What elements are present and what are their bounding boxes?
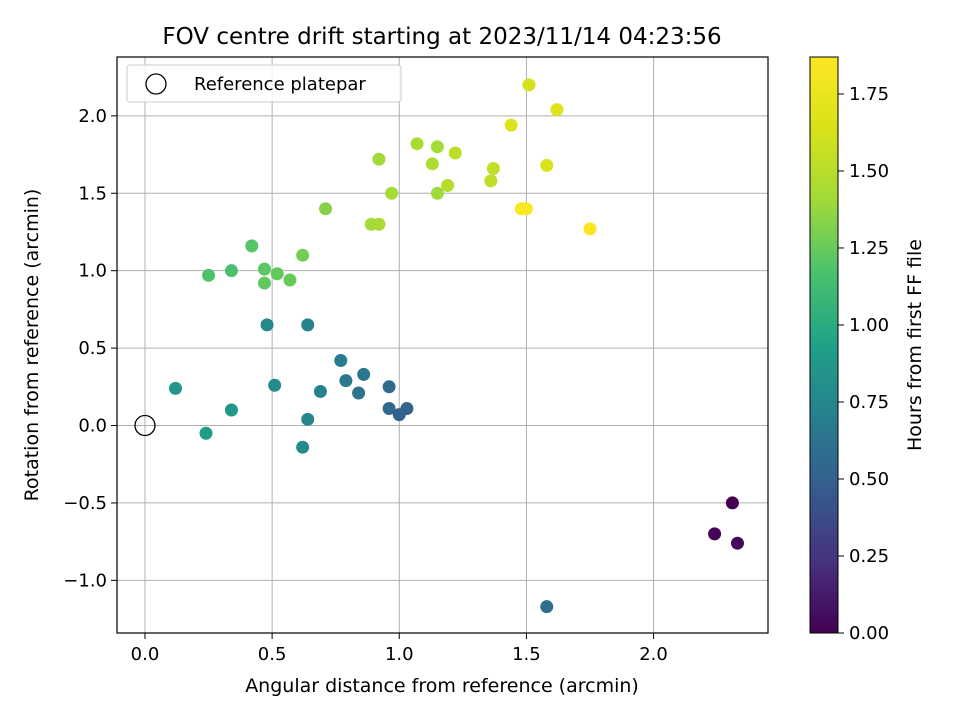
data-point: [484, 174, 498, 188]
x-axis-ticks: 0.0 0.5 1.0 1.5 2.0: [131, 633, 668, 665]
data-point: [301, 412, 315, 426]
y-tick-label: −1.0: [63, 570, 107, 591]
colorbar-gradient: [809, 56, 839, 634]
data-point: [245, 239, 259, 253]
x-tick-label: 2.0: [639, 644, 668, 665]
data-point: [372, 152, 386, 166]
data-point: [224, 264, 238, 278]
y-tick-label: 1.0: [78, 261, 107, 282]
x-tick-label: 0.0: [131, 644, 160, 665]
data-point: [339, 374, 353, 388]
data-point: [540, 158, 554, 172]
data-point: [400, 401, 414, 415]
data-points: [134, 78, 744, 614]
colorbar-tick-label: 0.50: [849, 469, 889, 490]
colorbar-label: Hours from first FF file: [904, 239, 926, 451]
colorbar-tick-label: 0.75: [849, 392, 889, 413]
data-point: [430, 140, 444, 154]
y-tick-label: −0.5: [63, 493, 107, 514]
colorbar-tick-label: 0.00: [849, 623, 889, 644]
data-point: [357, 367, 371, 381]
chart-title: FOV centre drift starting at 2023/11/14 …: [162, 24, 721, 50]
colorbar-tick-label: 1.25: [849, 238, 889, 259]
data-point: [382, 401, 396, 415]
data-point: [425, 157, 439, 171]
data-point: [283, 273, 297, 287]
data-point: [313, 384, 327, 398]
y-tick-label: 2.0: [78, 106, 107, 127]
data-point: [270, 267, 284, 281]
plot-frame: [116, 56, 769, 634]
data-point: [441, 179, 455, 193]
data-point: [257, 276, 271, 290]
data-point: [168, 381, 182, 395]
data-point: [725, 496, 739, 510]
data-point: [260, 318, 274, 332]
y-axis-label: Rotation from reference (arcmin): [21, 189, 43, 502]
data-point: [319, 202, 333, 216]
data-point: [385, 186, 399, 200]
colorbar-tick-label: 1.75: [849, 84, 889, 105]
data-point: [522, 78, 536, 92]
y-tick-label: 0.0: [78, 416, 107, 437]
data-point: [730, 536, 744, 550]
data-point: [372, 217, 386, 231]
colorbar-tick-label: 1.50: [849, 161, 889, 182]
reference-platepar-marker: [134, 414, 156, 437]
colorbar: 0.00 0.25 0.50 0.75 1.00 1.25 1.50 1.75 Hours f…: [809, 56, 926, 644]
x-tick-label: 0.5: [258, 644, 287, 665]
data-point: [296, 248, 310, 262]
grid: [117, 57, 768, 633]
legend-box: [126, 64, 402, 103]
data-point: [224, 403, 238, 417]
data-point: [708, 527, 722, 541]
x-tick-label: 1.5: [512, 644, 541, 665]
y-tick-label: 1.5: [78, 183, 107, 204]
colorbar-ticks: 0.00 0.25 0.50 0.75 1.00 1.25 1.50 1.75: [838, 84, 889, 644]
x-tick-label: 1.0: [385, 644, 414, 665]
data-point: [486, 161, 500, 175]
legend-marker-icon: [145, 73, 167, 95]
data-point: [296, 440, 310, 454]
data-point: [257, 262, 271, 276]
data-point: [550, 103, 564, 117]
data-point: [448, 146, 462, 160]
data-point: [382, 380, 396, 394]
y-axis-ticks: −1.0 −0.5 0.0 0.5 1.0 1.5 2.0: [63, 106, 117, 591]
data-point: [540, 600, 554, 614]
data-point: [583, 222, 597, 236]
data-point: [352, 386, 366, 400]
legend: Reference platepar: [126, 64, 402, 103]
data-point: [410, 137, 424, 151]
data-point: [430, 186, 444, 200]
legend-label: Reference platepar: [194, 74, 366, 95]
data-point: [268, 378, 282, 392]
data-point: [301, 318, 315, 332]
data-point: [202, 268, 216, 282]
data-point: [504, 118, 518, 132]
data-point: [334, 353, 348, 367]
x-axis-label: Angular distance from reference (arcmin): [245, 675, 639, 697]
data-point: [519, 202, 533, 216]
colorbar-tick-label: 1.00: [849, 315, 889, 336]
y-tick-label: 0.5: [78, 338, 107, 359]
colorbar-tick-label: 0.25: [849, 546, 889, 567]
data-point: [199, 426, 213, 440]
